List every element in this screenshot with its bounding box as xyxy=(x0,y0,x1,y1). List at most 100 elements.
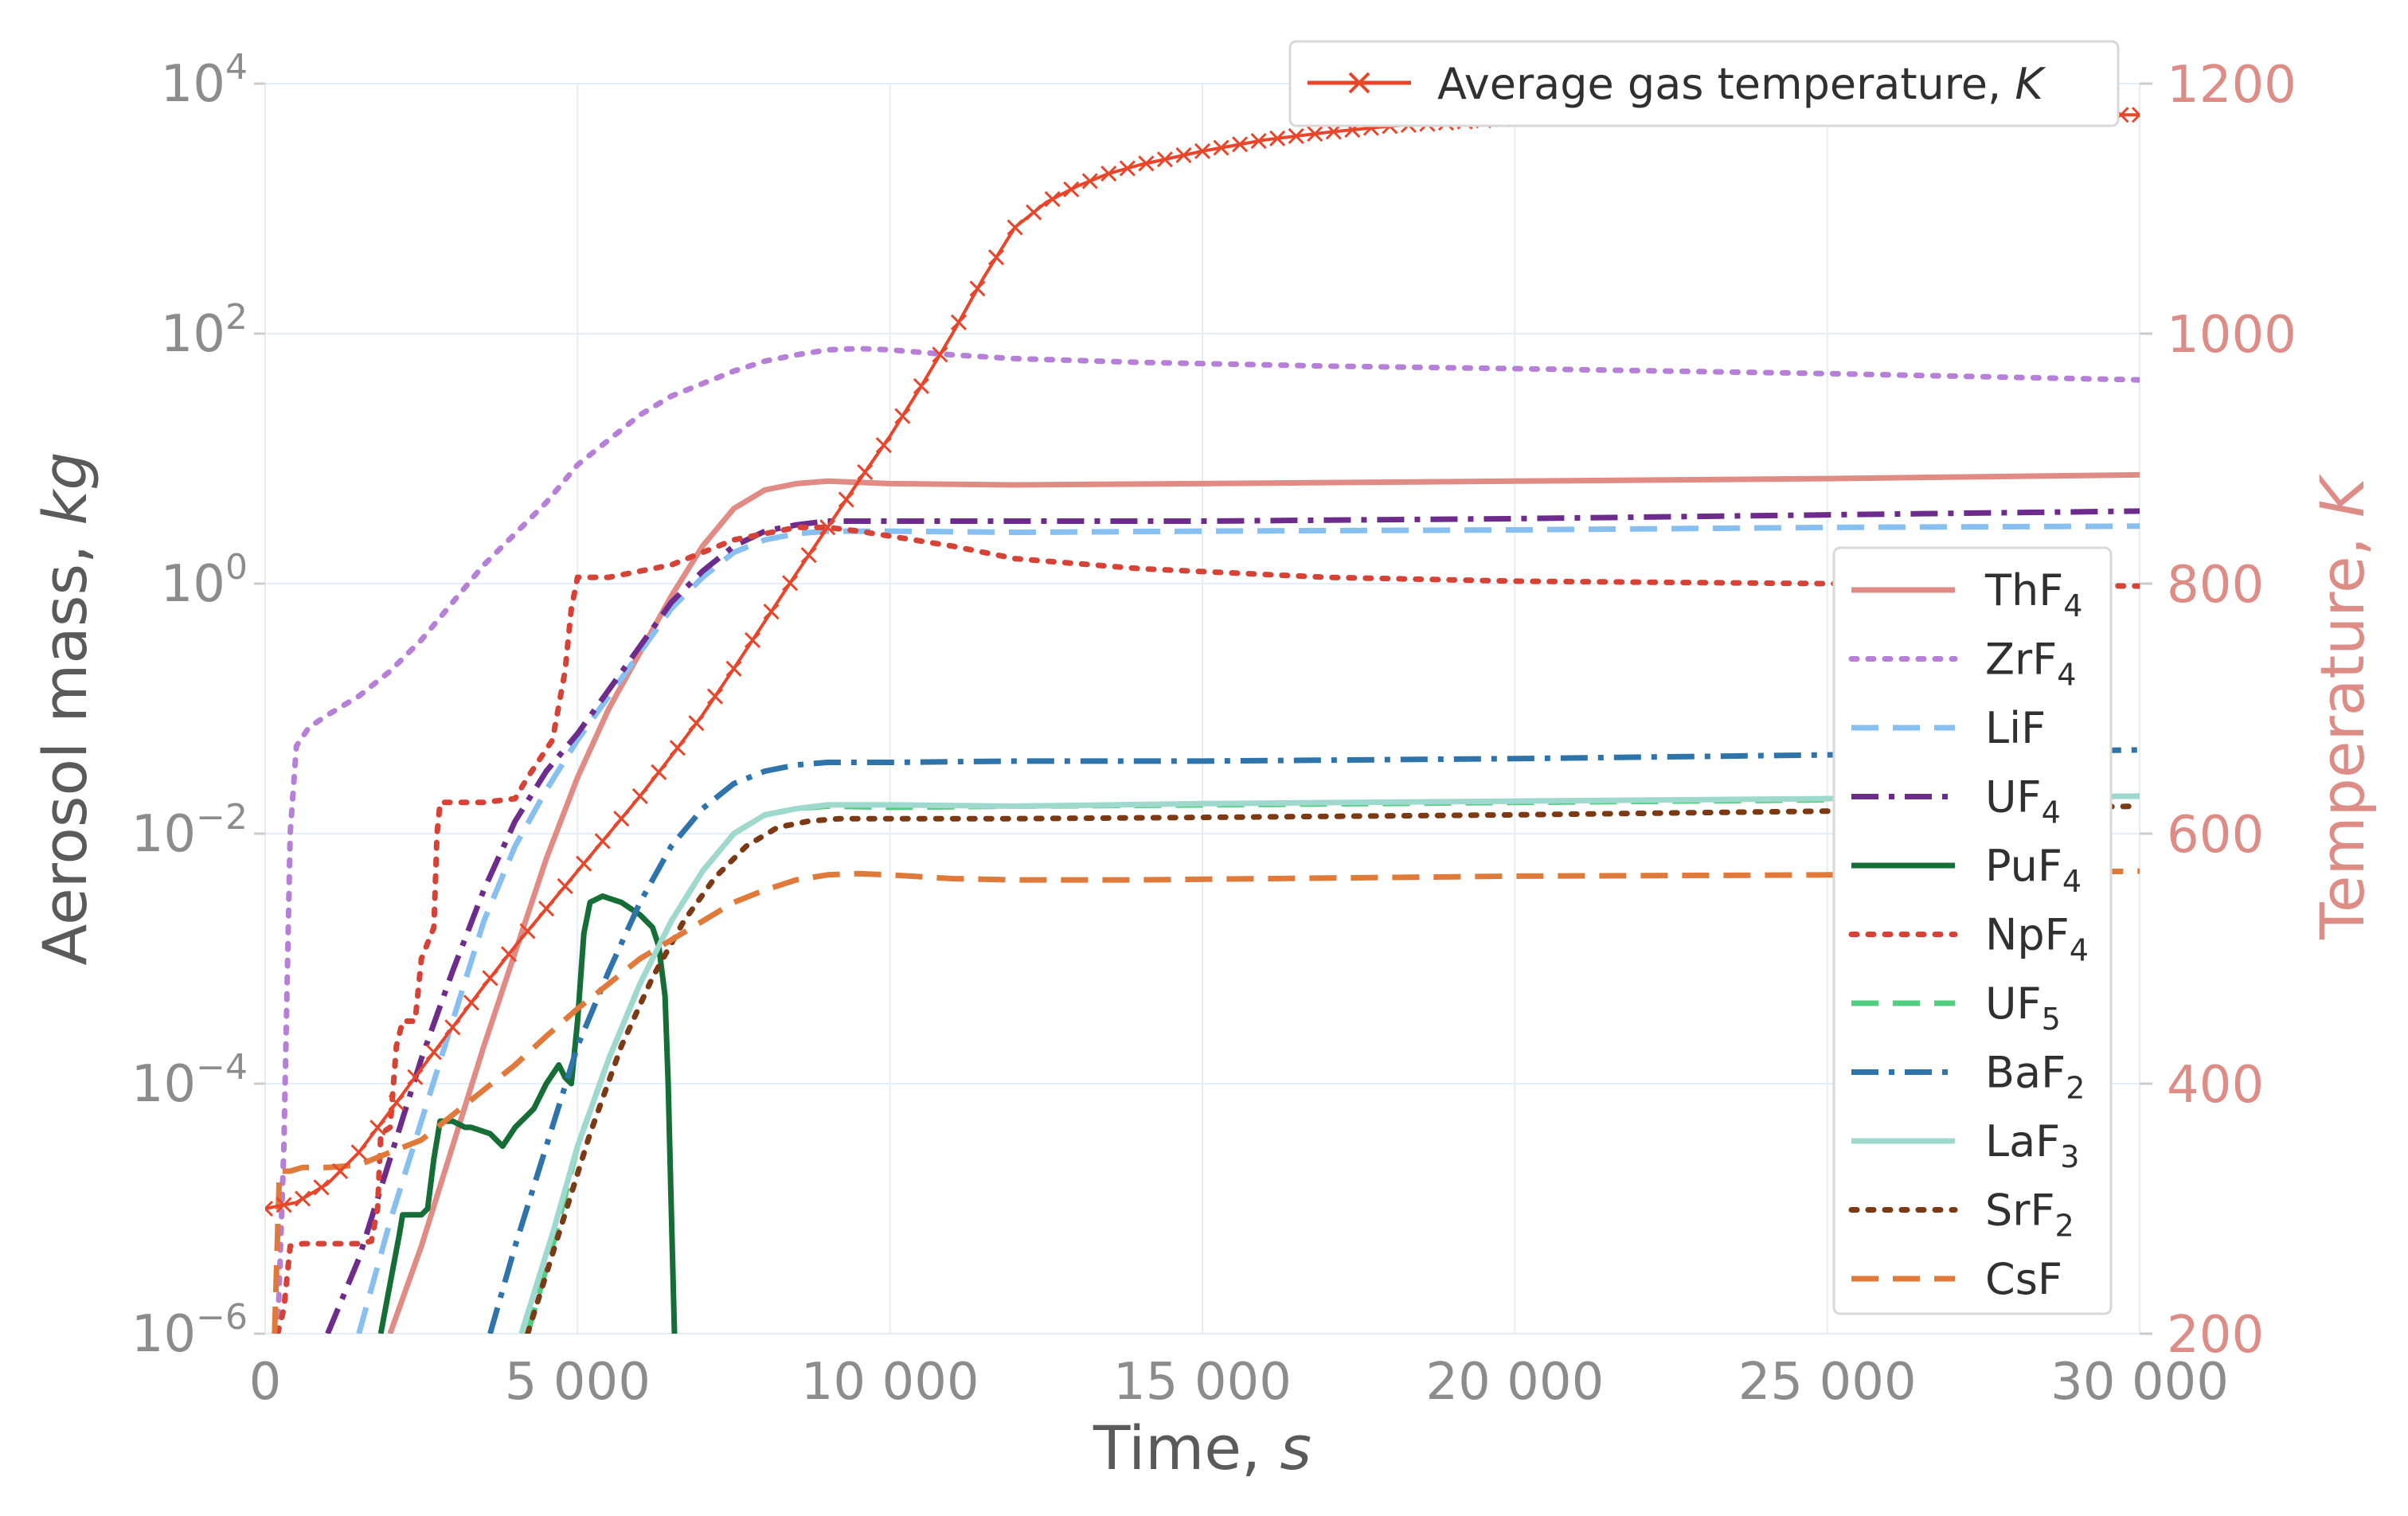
temperature-marker xyxy=(688,715,705,732)
y-tick-label: 102 xyxy=(161,297,248,364)
legend-label-baf2: BaF2 xyxy=(1985,1048,2085,1106)
legend-species: ThF4 ZrF4 LiF UF4 PuF4 NpF4 UF5 BaF2 LaF3 SrF2 CsF xyxy=(1832,546,2113,1315)
temperature-marker xyxy=(969,280,986,297)
series-line-thf4 xyxy=(387,471,2140,1334)
y-axis-label: Aerosol mass, kg xyxy=(29,451,100,965)
temperature-marker xyxy=(1044,191,1061,208)
series-line-csf xyxy=(272,868,2140,1334)
temperature-marker xyxy=(482,970,498,987)
temperature-marker xyxy=(725,660,742,677)
x-axis-label: Time, s xyxy=(1093,1412,1312,1483)
series-line-uf4 xyxy=(325,508,2140,1334)
temperature-marker xyxy=(594,833,611,850)
temperature-marker xyxy=(763,604,780,620)
legend-label-thf4: ThF4 xyxy=(1984,565,2082,623)
temperature-marker xyxy=(1288,127,1304,145)
y2-tick-label: 800 xyxy=(2167,556,2264,615)
temperature-marker xyxy=(265,1200,274,1217)
x-tick-label: 10 000 xyxy=(801,1353,979,1412)
temperature-marker xyxy=(444,1019,461,1036)
temperature-marker xyxy=(519,923,536,940)
legend-label-uf5: UF5 xyxy=(1985,979,2061,1037)
legend-label-puf4: PuF4 xyxy=(1985,841,2082,899)
temperature-marker xyxy=(950,314,968,330)
series-line-srf2 xyxy=(525,803,2140,1334)
series-line-npf4 xyxy=(275,524,2140,1334)
temperature-marker xyxy=(782,575,799,592)
y-tick-label: 10−6 xyxy=(131,1297,248,1364)
temperature-marker xyxy=(350,1144,367,1161)
temperature-marker xyxy=(894,408,911,424)
axis-labels: Aerosol mass, kg Temperature, K Time, s xyxy=(29,451,2378,1483)
temperature-marker xyxy=(613,811,630,827)
temperature-marker xyxy=(987,249,1005,266)
series-line-puf4 xyxy=(377,893,678,1334)
temperature-marker xyxy=(651,764,667,780)
x-tick-label: 25 000 xyxy=(1738,1353,1917,1412)
temperature-marker xyxy=(1119,160,1136,177)
temperature-marker xyxy=(313,1179,330,1196)
temperature-marker xyxy=(1307,126,1323,143)
legend-label-laf3: LaF3 xyxy=(1985,1116,2079,1174)
axes: 0 5 000 10 000 15 000 20 000 25 000 30 000 10−6… xyxy=(131,47,2297,1412)
temperature-marker xyxy=(744,631,761,649)
temperature-marker xyxy=(1213,139,1229,156)
temperature-marker xyxy=(1063,181,1080,197)
temperature-marker xyxy=(500,946,518,963)
temperature-marker xyxy=(1194,143,1211,159)
temperature-marker xyxy=(800,547,817,564)
series-line-zrf4 xyxy=(275,346,2140,1334)
x-tick-label: 5 000 xyxy=(505,1353,651,1412)
legend-label-lif: LiF xyxy=(1985,703,2046,753)
temperature-marker xyxy=(276,1197,292,1213)
y2-tick-label: 200 xyxy=(2167,1306,2264,1365)
y-tick-label: 10−4 xyxy=(131,1047,248,1114)
y2-tick-label: 400 xyxy=(2167,1056,2264,1115)
temperature-marker xyxy=(1081,173,1098,190)
temperature-marker xyxy=(1138,155,1155,172)
temperature-marker xyxy=(332,1162,349,1179)
temperature-marker xyxy=(1026,204,1042,221)
legend-label-zrf4: ZrF4 xyxy=(1985,635,2076,693)
temperature-marker xyxy=(857,463,874,481)
temperature-marker xyxy=(819,519,836,536)
y2-tick-label: 600 xyxy=(2167,806,2264,865)
legend-label-npf4: NpF4 xyxy=(1985,910,2089,968)
y2-axis-label: Temperature, K xyxy=(2307,474,2378,940)
temperature-marker xyxy=(1269,130,1286,147)
temperature-marker xyxy=(2131,107,2140,123)
x-tick-label: 15 000 xyxy=(1113,1353,1292,1412)
temperature-marker xyxy=(407,1069,424,1085)
y2-tick-label: 1000 xyxy=(2167,306,2297,365)
temperature-marker xyxy=(1100,165,1117,182)
x-tick-label: 0 xyxy=(249,1353,282,1412)
legend-temperature: Average gas temperature, K xyxy=(1288,40,2120,127)
legend-label-srf2: SrF2 xyxy=(1985,1186,2074,1244)
temperature-marker xyxy=(388,1094,405,1111)
legend-label-csf: CsF xyxy=(1985,1254,2062,1304)
temperature-marker xyxy=(463,994,480,1011)
series-line-baf2 xyxy=(487,747,2140,1334)
x-tick-label: 20 000 xyxy=(1425,1353,1604,1412)
temperature-marker xyxy=(425,1044,442,1061)
temperature-marker xyxy=(838,491,854,508)
x-tick-label: 30 000 xyxy=(2050,1353,2229,1412)
temperature-marker xyxy=(706,688,724,705)
temperature-marker xyxy=(295,1190,311,1207)
temperature-marker xyxy=(913,377,929,395)
y-tick-label: 104 xyxy=(161,47,248,114)
temperature-marker xyxy=(538,901,555,917)
temperature-marker xyxy=(631,787,648,804)
temperature-marker xyxy=(576,855,592,872)
temperature-marker xyxy=(875,436,892,454)
legend-temperature-label: Average gas temperature, K xyxy=(1437,59,2046,109)
temperature-marker xyxy=(557,877,573,895)
series-line-lif xyxy=(356,523,2140,1334)
legend-temperature-marker xyxy=(1348,72,1370,94)
y-tick-label: 100 xyxy=(161,547,248,614)
temperature-marker xyxy=(1250,133,1267,150)
y2-tick-label: 1200 xyxy=(2167,56,2297,115)
temperature-marker xyxy=(1007,219,1023,236)
